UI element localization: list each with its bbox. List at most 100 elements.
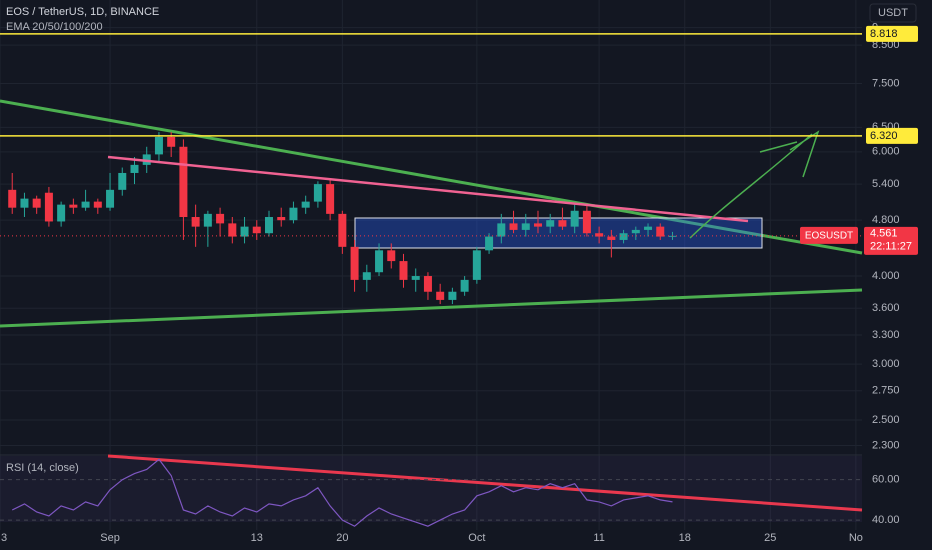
candle-body — [411, 276, 420, 280]
candle-body — [130, 164, 139, 173]
grid — [0, 0, 862, 530]
x-tick-label: 11 — [593, 532, 604, 544]
candle-body — [8, 189, 17, 208]
candle-body — [619, 233, 628, 240]
candle-body — [118, 172, 127, 190]
x-tick-label: 20 — [336, 532, 348, 544]
candle-body — [240, 226, 249, 237]
currency-button[interactable] — [869, 3, 917, 23]
candle-body — [533, 223, 542, 227]
countdown-label: 22:11:27 — [870, 241, 912, 253]
candle-body — [546, 220, 555, 227]
candle-body — [436, 291, 445, 300]
level-label-box — [866, 127, 918, 144]
candle-body — [509, 223, 518, 230]
candle-body — [656, 226, 665, 237]
candle-body — [326, 184, 335, 214]
y-tick-label: 8.500 — [872, 39, 900, 51]
candle-body — [301, 201, 310, 208]
rsi-trendline — [107, 454, 863, 512]
candle-body — [106, 189, 115, 208]
x-tick-label: 3 — [1, 532, 7, 544]
y-tick-label: 7.500 — [872, 77, 900, 89]
level-label: 6.320 — [870, 130, 898, 142]
rsi-title: RSI (14, close) — [6, 462, 79, 474]
candle-body — [350, 246, 359, 280]
trendline — [0, 99, 863, 255]
symbol-label: EOSUSDT — [805, 230, 853, 241]
candle-body — [69, 204, 78, 208]
candle-body — [93, 201, 102, 208]
candle-body — [338, 213, 347, 247]
candle-body — [216, 213, 225, 224]
candle-body — [362, 272, 371, 280]
candle-body — [460, 279, 469, 292]
y-tick-label: 2.750 — [872, 385, 900, 397]
rsi-band — [0, 456, 862, 522]
symbol-label-box — [800, 226, 858, 244]
candle-body — [228, 223, 237, 237]
candle-body — [472, 250, 481, 280]
candle-body — [44, 192, 53, 222]
x-tick-label: 13 — [251, 532, 263, 544]
trendline — [0, 288, 863, 328]
y-tick-label: 2.300 — [872, 439, 900, 451]
rsi-pane — [0, 456, 862, 527]
y-tick-label: 3.300 — [872, 329, 900, 341]
projection-arrow — [689, 130, 820, 239]
candle-body — [644, 226, 653, 230]
overlay: 98.5007.5006.5006.0005.4004.8004.0003.60… — [0, 22, 918, 544]
candle-body — [607, 236, 616, 240]
x-tick-label: 25 — [764, 532, 776, 544]
y-tick-label: 5.400 — [872, 178, 900, 190]
trendline — [107, 155, 749, 223]
candle-body — [448, 291, 457, 300]
rsi-line — [11, 458, 673, 527]
candle-body — [252, 226, 261, 234]
candle-body — [595, 233, 604, 237]
candle-body — [558, 220, 567, 227]
candle-body — [521, 223, 530, 230]
chart-title: EOS / TetherUS, 1D, BINANCE — [6, 6, 159, 18]
y-tick-label: 60.00 — [872, 474, 900, 486]
x-tick-label: Oct — [468, 532, 485, 544]
candle-body — [497, 223, 506, 237]
y-tick-label: 4.800 — [872, 214, 900, 226]
candle-body — [57, 204, 66, 222]
x-tick-label: No — [849, 532, 863, 544]
candle-body — [570, 210, 579, 227]
candle-body — [191, 217, 200, 227]
y-tick-label: 40.00 — [872, 514, 900, 526]
candle-body — [264, 217, 273, 234]
candle-body — [631, 229, 640, 234]
y-tick-label: 6.000 — [872, 146, 900, 158]
candle-body — [167, 136, 176, 147]
candle-body — [20, 198, 29, 208]
level-label-box — [866, 25, 918, 42]
candle-body — [32, 198, 41, 208]
candle-body — [423, 276, 432, 292]
candle-body — [154, 136, 163, 155]
candle-body — [313, 184, 322, 202]
candle-body — [289, 207, 298, 221]
y-tick-label: 3.000 — [872, 358, 900, 370]
x-tick-label: Sep — [100, 532, 120, 544]
last-price-box — [864, 226, 918, 255]
last-price-label: 4.561 — [870, 228, 898, 240]
currency-label[interactable]: USDT — [878, 7, 908, 19]
candle-body — [387, 250, 396, 262]
candle-body — [582, 210, 591, 234]
candles — [8, 132, 677, 305]
y-tick-label: 2.500 — [872, 414, 900, 426]
chart-subtitle: EMA 20/50/100/200 — [6, 21, 103, 33]
level-label: 8.818 — [870, 28, 898, 40]
y-tick-label: 3.600 — [872, 302, 900, 314]
candle-body — [81, 201, 90, 208]
candle-body — [375, 250, 384, 273]
candle-body — [203, 213, 212, 227]
x-tick-label: 18 — [679, 532, 691, 544]
candle-body — [485, 236, 494, 251]
candle-body — [277, 217, 286, 221]
candle-body — [179, 146, 188, 218]
